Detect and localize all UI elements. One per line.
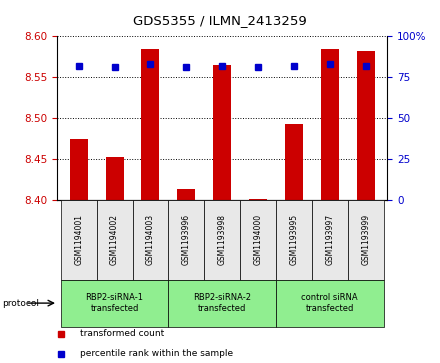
Text: RBP2-siRNA-1
transfected: RBP2-siRNA-1 transfected <box>86 293 143 313</box>
Text: GSM1193995: GSM1193995 <box>290 214 298 265</box>
Bar <box>249 199 267 200</box>
Bar <box>276 200 312 280</box>
Bar <box>169 280 276 327</box>
Bar <box>177 189 195 200</box>
Bar <box>169 200 204 280</box>
Text: protocol: protocol <box>2 299 39 307</box>
Text: GSM1193997: GSM1193997 <box>325 214 334 265</box>
Bar <box>61 280 169 327</box>
Bar <box>204 200 240 280</box>
Bar <box>213 65 231 200</box>
Text: GSM1194000: GSM1194000 <box>253 214 263 265</box>
Bar <box>321 49 339 200</box>
Bar <box>285 124 303 200</box>
Bar <box>240 200 276 280</box>
Bar <box>132 200 169 280</box>
Text: GSM1194002: GSM1194002 <box>110 214 119 265</box>
Bar <box>312 200 348 280</box>
Bar <box>70 139 88 200</box>
Text: transformed count: transformed count <box>81 330 165 338</box>
Bar <box>106 157 124 200</box>
Bar <box>276 280 384 327</box>
Bar <box>97 200 132 280</box>
Text: GSM1193996: GSM1193996 <box>182 214 191 265</box>
Bar <box>61 200 97 280</box>
Text: GDS5355 / ILMN_2413259: GDS5355 / ILMN_2413259 <box>133 15 307 28</box>
Text: GSM1194001: GSM1194001 <box>74 214 83 265</box>
Text: percentile rank within the sample: percentile rank within the sample <box>81 350 234 358</box>
Text: control siRNA
transfected: control siRNA transfected <box>301 293 358 313</box>
Text: RBP2-siRNA-2
transfected: RBP2-siRNA-2 transfected <box>193 293 251 313</box>
Bar <box>357 51 374 200</box>
Text: GSM1193999: GSM1193999 <box>361 214 370 265</box>
Bar <box>142 49 159 200</box>
Text: GSM1194003: GSM1194003 <box>146 214 155 265</box>
Bar <box>348 200 384 280</box>
Text: GSM1193998: GSM1193998 <box>218 214 227 265</box>
